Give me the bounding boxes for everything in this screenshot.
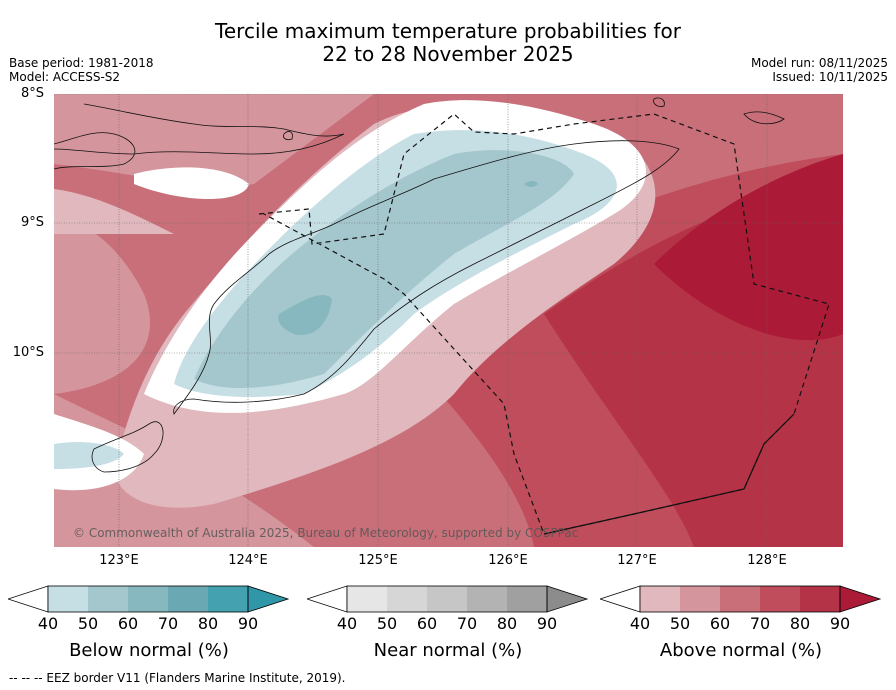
cbar-above-title: Above normal (%) <box>659 640 823 661</box>
colorbar-below-arrow-low <box>8 585 49 613</box>
timor-coast <box>173 140 680 415</box>
cbar-near-tick: 40 <box>336 614 358 633</box>
colorbar-below-arrow-high <box>247 585 290 613</box>
eez-border <box>258 113 830 535</box>
cbar-below-tick: 50 <box>77 614 99 633</box>
cbar-near-tick: 70 <box>456 614 478 633</box>
cbar-below-tick: 40 <box>37 614 59 633</box>
chart-title-line1: Tercile maximum temperature probabilitie… <box>215 19 681 43</box>
graticule <box>54 94 843 547</box>
lat-label-8s: 8°S <box>20 86 44 101</box>
rote-coast <box>91 421 164 473</box>
lon-label-126e: 126°E <box>488 553 528 568</box>
colorbar-near-80 <box>507 586 547 612</box>
cbar-below-tick: 80 <box>197 614 219 633</box>
colorbar-near-70 <box>467 586 507 612</box>
colorbar-below <box>8 585 290 613</box>
region-below-60-east <box>524 181 538 187</box>
region-below-60 <box>278 294 332 335</box>
island-east-1 <box>743 111 785 125</box>
colorbar-below-40 <box>48 586 88 612</box>
base-period-label: Base period: 1981-2018 <box>9 56 154 70</box>
model-label: Model: ACCESS-S2 <box>9 70 121 84</box>
eez-border-solid <box>543 413 795 535</box>
cbar-above-tick: 70 <box>749 614 771 633</box>
colorbar-near-60 <box>427 586 467 612</box>
region-above-50-w <box>54 214 150 394</box>
cbar-near-tick: 90 <box>536 614 558 633</box>
colorbar-below-80 <box>208 586 248 612</box>
cbar-above-tick: 60 <box>709 614 731 633</box>
coastlines <box>54 97 785 473</box>
colorbar-below-60 <box>128 586 168 612</box>
lon-label-124e: 124°E <box>228 553 268 568</box>
colorbar-below-50 <box>88 586 128 612</box>
model-run-label: Model run: 08/11/2025 <box>750 56 888 70</box>
island-east-2 <box>653 97 665 107</box>
colorbar-above-60 <box>720 586 760 612</box>
colorbar-above-80 <box>800 586 840 612</box>
issued-label: Issued: 10/11/2025 <box>772 70 888 84</box>
chart-title-line2: 22 to 28 November 2025 <box>322 42 574 66</box>
colorbar-near-40 <box>347 586 387 612</box>
colorbar-near-arrow-high <box>546 585 589 613</box>
colorbar-below-70 <box>168 586 208 612</box>
cbar-near-tick: 80 <box>496 614 518 633</box>
flores-alor-coast <box>54 103 345 155</box>
cbar-near-title: Near normal (%) <box>373 640 523 661</box>
colorbar-above-50 <box>680 586 720 612</box>
cbar-below-tick: 60 <box>117 614 139 633</box>
cbar-near-tick: 50 <box>376 614 398 633</box>
cbar-above-tick: 80 <box>789 614 811 633</box>
colorbar-above-arrow-low <box>600 585 641 613</box>
cbar-above-tick: 50 <box>669 614 691 633</box>
lat-label-9s: 9°S <box>20 215 44 230</box>
lon-label-123e: 123°E <box>99 553 139 568</box>
lon-label-128e: 128°E <box>747 553 787 568</box>
cbar-below-tick: 70 <box>157 614 179 633</box>
cbar-below-tick: 90 <box>237 614 259 633</box>
colorbar-above-40 <box>640 586 680 612</box>
atauro-coast <box>283 131 293 141</box>
colorbar-near <box>307 585 589 613</box>
colorbar-above-70 <box>760 586 800 612</box>
region-above-50-n <box>54 94 374 187</box>
copyright-notice: © Commonwealth of Australia 2025, Bureau… <box>73 526 579 540</box>
lat-label-10s: 10°S <box>12 345 44 360</box>
cbar-below-title: Below normal (%) <box>69 640 229 661</box>
lon-label-125e: 125°E <box>358 553 398 568</box>
colorbar-near-arrow-low <box>307 585 348 613</box>
eez-footnote: -- -- -- EEZ border V11 (Flanders Marine… <box>9 671 346 685</box>
region-no-signal-north <box>134 167 249 199</box>
colorbar-above-arrow-high <box>839 585 882 613</box>
pantar-coast <box>54 132 136 170</box>
lon-label-127e: 127°E <box>617 553 657 568</box>
colorbar-near-50 <box>387 586 427 612</box>
cbar-above-tick: 40 <box>629 614 651 633</box>
cbar-above-tick: 90 <box>829 614 851 633</box>
cbar-near-tick: 60 <box>416 614 438 633</box>
colorbar-above <box>600 585 882 613</box>
region-below-40-west <box>54 442 124 469</box>
probability-map <box>54 94 843 547</box>
